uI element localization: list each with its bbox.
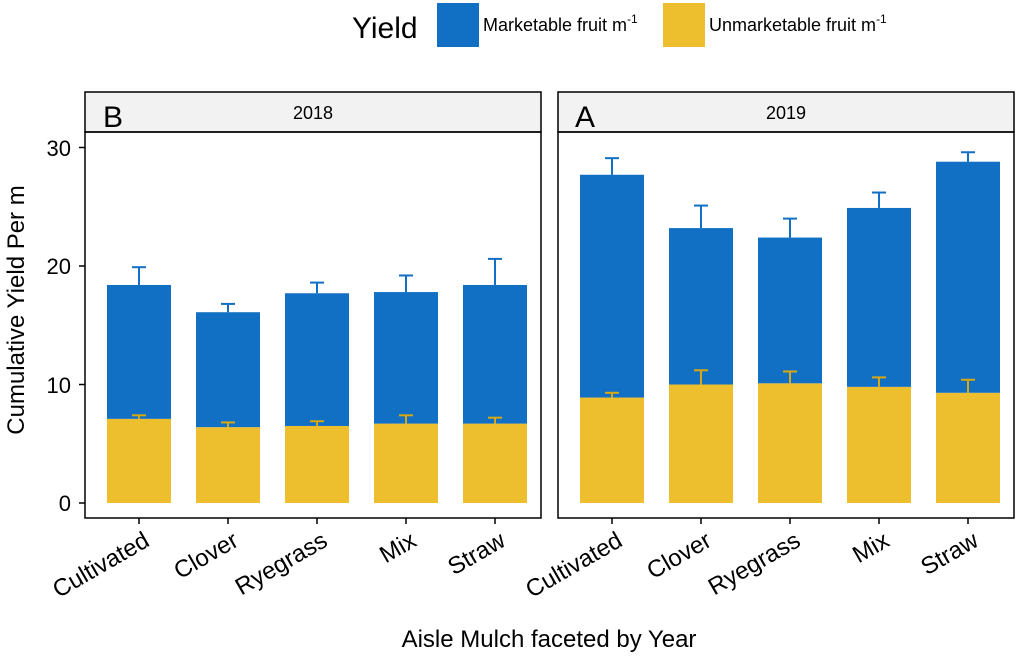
bar-unmarketable xyxy=(669,384,733,503)
y-axis-title: Cumulative Yield Per m xyxy=(3,185,30,434)
plot-panel-2019 xyxy=(557,131,1015,519)
legend: Yield Marketable fruit m-1 Unmarketable … xyxy=(352,3,887,47)
panel-letter: B xyxy=(103,101,123,134)
plot-panel-2018 xyxy=(84,131,542,519)
y-tick-marks xyxy=(79,146,85,504)
facet-strip-label: 2018 xyxy=(293,103,333,123)
legend-title: Yield xyxy=(352,12,418,45)
x-tick-label: Cultivated xyxy=(521,527,627,604)
bars-2019 xyxy=(580,151,1000,503)
legend-swatch-marketable xyxy=(437,3,479,47)
y-tick-label: 30 xyxy=(47,136,71,161)
bar-unmarketable xyxy=(936,392,1000,503)
bar-marketable xyxy=(463,284,527,424)
bar-unmarketable xyxy=(580,397,644,503)
legend-swatch-unmarketable xyxy=(663,3,705,47)
bar-unmarketable xyxy=(758,383,822,503)
bars-2018 xyxy=(107,257,527,503)
bar-marketable xyxy=(107,284,171,419)
y-tick-label: 10 xyxy=(47,373,71,398)
y-ticks: 0 10 20 30 xyxy=(47,136,71,516)
x-axis-title: Aisle Mulch faceted by Year xyxy=(402,626,697,653)
y-tick-label: 0 xyxy=(59,491,71,516)
panel-letter: A xyxy=(575,101,595,134)
bar-marketable xyxy=(196,312,260,428)
bar-unmarketable xyxy=(847,386,911,503)
y-tick-label: 20 xyxy=(47,254,71,279)
bar-unmarketable xyxy=(374,423,438,503)
x-tick-label: Straw xyxy=(443,526,510,580)
x-tick-label: Mix xyxy=(848,527,894,569)
x-tick-label: Cultivated xyxy=(48,527,154,604)
bar-marketable xyxy=(758,237,822,384)
x-tick-label: Ryegrass xyxy=(704,527,805,601)
legend-label-unmarketable: Unmarketable fruit m-1 xyxy=(709,12,887,35)
bar-marketable xyxy=(580,174,644,398)
legend-label-marketable: Marketable fruit m-1 xyxy=(483,12,638,35)
bar-marketable xyxy=(285,293,349,426)
bar-marketable xyxy=(847,207,911,387)
bar-unmarketable xyxy=(107,418,171,503)
x-tick-label: Mix xyxy=(375,527,421,569)
facet-strip-label: 2019 xyxy=(766,103,806,123)
bar-unmarketable xyxy=(196,427,260,503)
bar-marketable xyxy=(669,228,733,385)
bar-unmarketable xyxy=(463,423,527,503)
bar-unmarketable xyxy=(285,425,349,503)
bar-marketable xyxy=(936,161,1000,393)
facet-strip-2018 xyxy=(84,91,542,133)
bar-marketable xyxy=(374,292,438,424)
x-tick-label: Ryegrass xyxy=(231,527,332,601)
x-tick-label: Straw xyxy=(916,526,983,580)
